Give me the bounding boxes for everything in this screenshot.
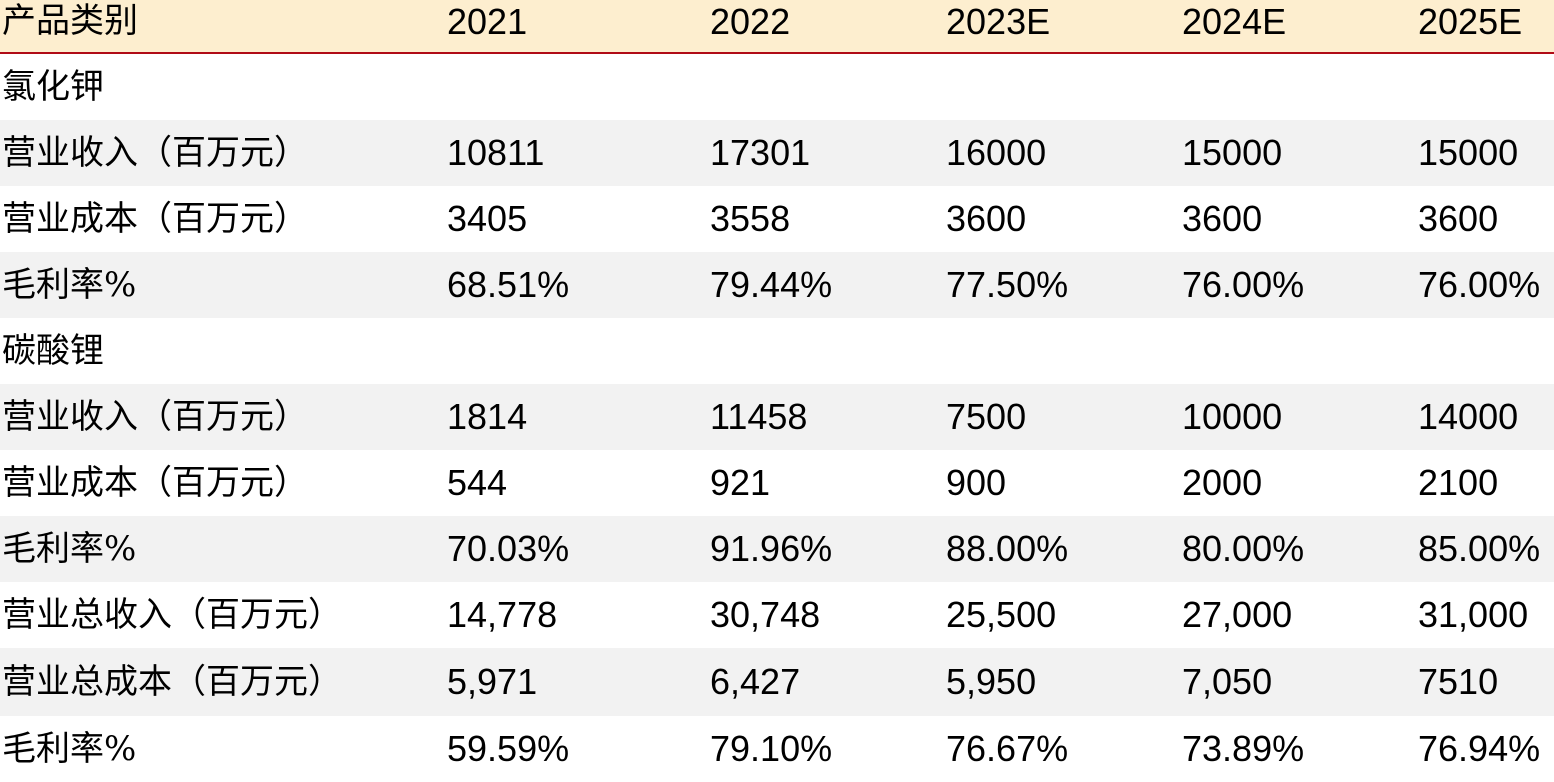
table-cell: 70.03% [447, 528, 570, 569]
header-year: 2023E [946, 1, 1051, 42]
table-cell: 15000 [1418, 132, 1519, 173]
row-label: 营业总收入（百万元） [2, 595, 342, 635]
table-cell: 77.50% [946, 264, 1069, 305]
row-label: 营业收入（百万元） [2, 133, 308, 173]
table-cell: 3558 [710, 198, 791, 239]
table-cell: 15000 [1182, 132, 1283, 173]
table-cell: 17301 [710, 132, 811, 173]
header-year: 2021 [447, 1, 528, 42]
table-cell: 76.00% [1182, 264, 1305, 305]
table-cell: 73.89% [1182, 728, 1305, 769]
table-cell: 14,778 [447, 594, 558, 635]
table-cell: 25,500 [946, 594, 1057, 635]
table-cell: 76.00% [1418, 264, 1541, 305]
table-row: 营业成本（百万元） 3405 3558 3600 3600 3600 [0, 186, 1554, 252]
table-cell: 1814 [447, 396, 528, 437]
table-cell: 5,971 [447, 661, 538, 702]
table-cell: 7510 [1418, 661, 1499, 702]
table-cell: 76.67% [946, 728, 1069, 769]
table-cell: 544 [447, 462, 508, 503]
row-label: 碳酸锂 [2, 331, 104, 371]
table-row: 毛利率% 70.03% 91.96% 88.00% 80.00% 85.00% [0, 516, 1554, 582]
table-cell: 68.51% [447, 264, 570, 305]
row-label: 毛利率% [2, 529, 137, 569]
table-cell: 3600 [1418, 198, 1499, 239]
table-row: 营业成本（百万元） 544 921 900 2000 2100 [0, 450, 1554, 516]
table-cell: 7,050 [1182, 661, 1273, 702]
table-cell: 2000 [1182, 462, 1263, 503]
table-row: 营业收入（百万元） 1814 11458 7500 10000 14000 [0, 384, 1554, 450]
table-cell: 900 [946, 462, 1007, 503]
section-row-lithium-carbonate: 碳酸锂 [0, 318, 1554, 384]
row-label: 营业总成本（百万元） [2, 662, 342, 702]
section-row-potassium-chloride: 氯化钾 [0, 54, 1554, 120]
header-category: 产品类别 [2, 1, 138, 41]
table-row: 营业总成本（百万元） 5,971 6,427 5,950 7,050 7510 [0, 648, 1554, 716]
table-row: 毛利率% 68.51% 79.44% 77.50% 76.00% 76.00% [0, 252, 1554, 318]
table-row: 毛利率% 59.59% 79.10% 76.67% 73.89% 76.94% [0, 716, 1554, 782]
row-label: 营业成本（百万元） [2, 463, 308, 503]
row-label: 毛利率% [2, 265, 137, 305]
table-cell: 2100 [1418, 462, 1499, 503]
table-cell: 88.00% [946, 528, 1069, 569]
table-cell: 80.00% [1182, 528, 1305, 569]
table-cell: 59.59% [447, 728, 570, 769]
table-row: 营业总收入（百万元） 14,778 30,748 25,500 27,000 3… [0, 582, 1554, 648]
row-label: 营业成本（百万元） [2, 199, 308, 239]
table-cell: 921 [710, 462, 771, 503]
table-cell: 27,000 [1182, 594, 1293, 635]
table-cell: 7500 [946, 396, 1027, 437]
table-cell: 5,950 [946, 661, 1037, 702]
table-cell: 10811 [447, 132, 545, 173]
table-cell: 3405 [447, 198, 528, 239]
header-year: 2025E [1418, 1, 1523, 42]
row-label: 氯化钾 [2, 67, 104, 107]
table-cell: 3600 [1182, 198, 1263, 239]
header-year: 2022 [710, 1, 791, 42]
row-label: 毛利率% [2, 729, 137, 769]
table-header-row: 产品类别 2021 2022 2023E 2024E 2025E [0, 0, 1554, 54]
table-cell: 91.96% [710, 528, 833, 569]
header-year: 2024E [1182, 1, 1287, 42]
table-cell: 16000 [946, 132, 1047, 173]
table-row: 营业收入（百万元） 10811 17301 16000 15000 15000 [0, 120, 1554, 186]
table-cell: 10000 [1182, 396, 1283, 437]
table-cell: 3600 [946, 198, 1027, 239]
table-cell: 79.44% [710, 264, 833, 305]
table-cell: 30,748 [710, 594, 821, 635]
table-cell: 85.00% [1418, 528, 1541, 569]
table-cell: 6,427 [710, 661, 801, 702]
table-cell: 11458 [710, 396, 808, 437]
row-label: 营业收入（百万元） [2, 397, 308, 437]
table-cell: 79.10% [710, 728, 833, 769]
table-cell: 76.94% [1418, 728, 1541, 769]
table-cell: 31,000 [1418, 594, 1529, 635]
table-cell: 14000 [1418, 396, 1519, 437]
